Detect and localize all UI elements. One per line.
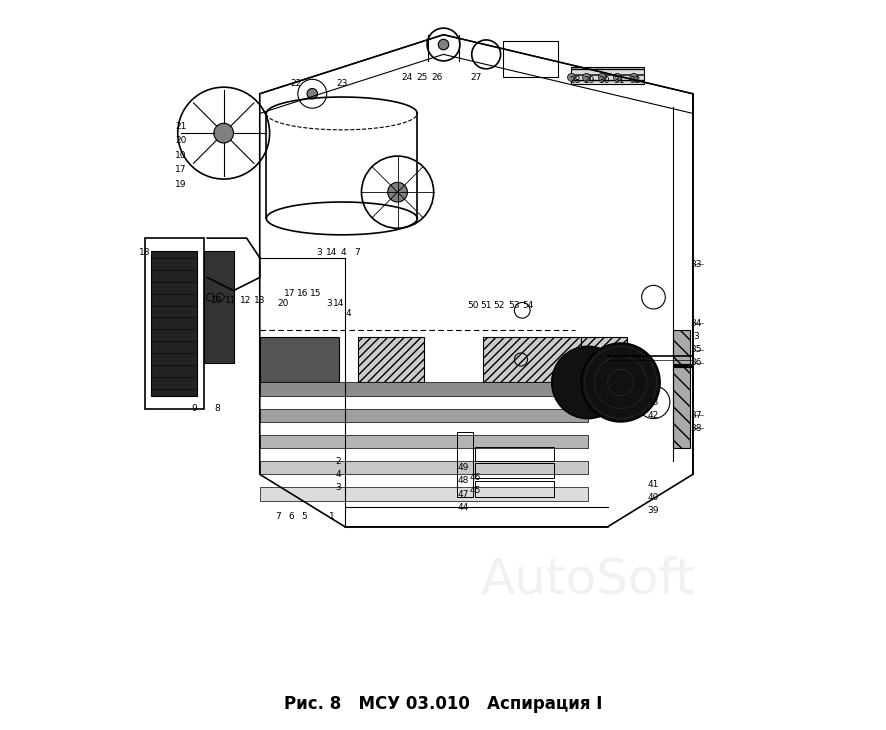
Circle shape <box>214 123 233 143</box>
Text: 40: 40 <box>647 493 658 502</box>
Bar <box>260 461 587 474</box>
Text: 25: 25 <box>416 73 428 82</box>
Text: 21: 21 <box>175 122 186 131</box>
Text: AutoSoft: AutoSoft <box>480 556 695 603</box>
Text: 15: 15 <box>309 289 321 299</box>
Text: 39: 39 <box>647 506 658 515</box>
Text: 24: 24 <box>401 73 413 82</box>
Bar <box>260 383 587 396</box>
Text: 18: 18 <box>139 248 151 257</box>
Text: 14: 14 <box>326 248 338 257</box>
Text: 51: 51 <box>480 301 492 310</box>
Text: 49: 49 <box>457 464 469 472</box>
Text: 47: 47 <box>457 490 469 499</box>
Text: 41: 41 <box>647 480 658 488</box>
Text: 44: 44 <box>457 503 469 512</box>
Circle shape <box>629 74 637 81</box>
Text: 17: 17 <box>284 289 295 299</box>
Bar <box>672 330 688 448</box>
Bar <box>475 447 553 461</box>
Text: 33: 33 <box>689 260 701 269</box>
Text: 7: 7 <box>354 248 360 257</box>
Text: 32: 32 <box>629 76 640 85</box>
Text: 2: 2 <box>335 457 341 466</box>
Text: 14: 14 <box>332 299 344 308</box>
Bar <box>580 337 626 383</box>
Text: 30: 30 <box>598 76 610 85</box>
Bar <box>260 488 587 501</box>
Text: 46: 46 <box>469 473 480 482</box>
Text: 5: 5 <box>301 512 307 521</box>
Text: 10: 10 <box>211 296 222 305</box>
Text: 50: 50 <box>467 301 478 310</box>
Text: 20: 20 <box>175 137 186 145</box>
Bar <box>204 251 233 363</box>
Text: 13: 13 <box>253 296 265 305</box>
Bar <box>475 481 553 497</box>
Text: 54: 54 <box>521 301 532 310</box>
Circle shape <box>613 74 620 81</box>
Bar <box>260 337 338 383</box>
Bar <box>260 435 587 448</box>
Bar <box>260 409 587 422</box>
Text: 3: 3 <box>693 332 698 341</box>
Bar <box>152 251 198 396</box>
Text: 16: 16 <box>296 289 307 299</box>
Text: 3: 3 <box>335 483 341 492</box>
Circle shape <box>387 182 407 202</box>
Circle shape <box>551 346 623 418</box>
Text: 23: 23 <box>336 80 347 88</box>
Text: 42: 42 <box>647 411 658 420</box>
Text: 9: 9 <box>191 404 197 413</box>
Text: 20: 20 <box>276 299 288 308</box>
Text: 11: 11 <box>224 296 236 305</box>
Bar <box>571 67 643 84</box>
Text: 52: 52 <box>493 301 504 310</box>
Text: 34: 34 <box>689 319 701 328</box>
Text: 38: 38 <box>689 424 701 433</box>
Text: 31: 31 <box>613 76 625 85</box>
Text: Рис. 8   МСУ 03.010   Аспирация I: Рис. 8 МСУ 03.010 Аспирация I <box>284 696 602 713</box>
Text: 26: 26 <box>431 73 442 82</box>
Text: 43: 43 <box>647 398 658 407</box>
Text: 3: 3 <box>325 299 331 308</box>
Circle shape <box>307 88 317 99</box>
Text: 4: 4 <box>335 470 341 479</box>
Text: 17: 17 <box>175 166 187 174</box>
Text: 6: 6 <box>288 512 294 521</box>
Bar <box>358 337 424 383</box>
Text: 28: 28 <box>569 76 579 85</box>
Text: 37: 37 <box>689 411 701 420</box>
Text: 27: 27 <box>470 73 481 82</box>
Circle shape <box>598 74 605 81</box>
Circle shape <box>438 39 448 50</box>
Text: 45: 45 <box>469 486 480 495</box>
Circle shape <box>580 343 659 422</box>
Text: 8: 8 <box>214 404 220 413</box>
Text: 35: 35 <box>689 345 701 354</box>
Circle shape <box>567 74 575 81</box>
Text: 19: 19 <box>175 180 187 189</box>
Bar <box>475 463 553 477</box>
Text: 3: 3 <box>315 248 322 257</box>
Bar <box>482 337 580 383</box>
Text: 12: 12 <box>239 296 251 305</box>
Text: 4: 4 <box>346 309 351 318</box>
Text: 10: 10 <box>175 151 187 160</box>
Text: 7: 7 <box>275 512 281 521</box>
Text: 36: 36 <box>689 358 701 367</box>
Text: 29: 29 <box>583 76 595 85</box>
Text: 22: 22 <box>290 80 301 88</box>
Text: 48: 48 <box>457 477 469 485</box>
Text: 1: 1 <box>329 512 334 521</box>
Text: 53: 53 <box>508 301 519 310</box>
Circle shape <box>582 74 590 81</box>
Text: 4: 4 <box>340 248 346 257</box>
Bar <box>456 431 472 497</box>
